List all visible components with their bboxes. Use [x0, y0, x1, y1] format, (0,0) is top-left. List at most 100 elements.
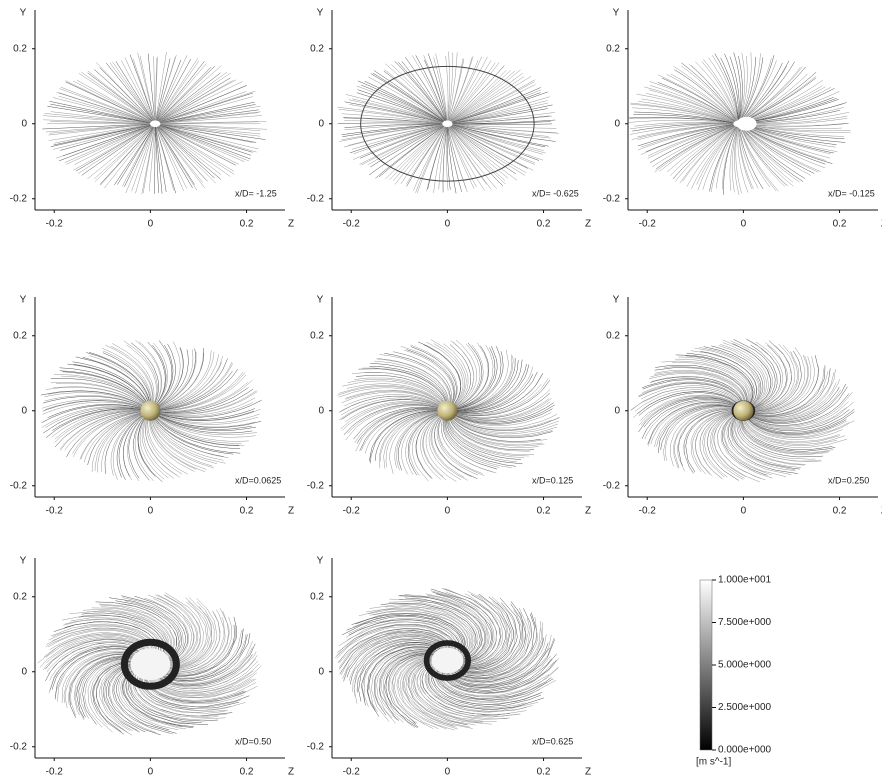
x-tick-label: 0: [445, 219, 451, 230]
x-axis-label: Z: [585, 506, 591, 517]
y-tick-label: 0.2: [310, 330, 324, 341]
streamline: [742, 66, 787, 121]
figure: YZx/D= -1.25-0.200.2-0.200.2YZx/D= -0.62…: [0, 0, 882, 783]
streamline: [451, 126, 528, 168]
x-tick-label: -0.2: [46, 506, 64, 517]
x-tick-label: -0.2: [46, 219, 64, 230]
x-tick-label: 0.2: [240, 219, 254, 230]
y-tick-label: 0: [21, 118, 27, 129]
streamline: [77, 80, 151, 121]
streamline: [78, 126, 151, 173]
streamline: [675, 126, 735, 181]
y-tick-label: 0: [318, 118, 324, 129]
y-tick-label: 0.2: [13, 591, 27, 602]
sphere: [733, 401, 753, 421]
streamline: [61, 87, 151, 122]
streamline: [159, 73, 231, 121]
x-tick-label: 0.2: [537, 219, 551, 230]
sphere: [437, 401, 457, 421]
x-axis-label: Z: [288, 219, 294, 230]
panel: YZx/D= -1.25-0.200.2-0.200.2: [10, 8, 294, 230]
x-tick-label: 0.2: [537, 506, 551, 517]
y-tick-label: 0: [614, 118, 620, 129]
streamline: [121, 60, 153, 120]
streamline: [407, 127, 446, 184]
y-axis-label: Y: [317, 8, 324, 19]
x-axis-label: Z: [288, 506, 294, 517]
y-tick-label: -0.2: [603, 193, 621, 204]
panel: YZx/D=0.125-0.200.2-0.200.2: [307, 295, 591, 517]
streamline: [149, 127, 155, 191]
streamline: [156, 371, 233, 410]
y-axis-label: Y: [20, 556, 27, 567]
x-axis-label: Z: [288, 767, 294, 778]
y-tick-label: -0.2: [307, 741, 325, 752]
streamline: [453, 124, 557, 132]
x-tick-label: 0.2: [537, 767, 551, 778]
y-tick-label: -0.2: [10, 741, 28, 752]
panel: YZx/D=0.250-0.200.2-0.200.2: [603, 295, 882, 517]
streamline: [54, 125, 150, 144]
panel: YZx/D= -0.125-0.200.2-0.200.2: [603, 8, 882, 230]
x-tick-label: 0: [445, 767, 451, 778]
annotation: x/D=0.250: [828, 475, 869, 485]
colorbar-unit: [m s^-1]: [696, 757, 731, 768]
core-gap: [737, 117, 757, 131]
streamline: [638, 124, 734, 146]
colorbar-tick-label: 5.000e+000: [718, 660, 772, 671]
annotation: x/D=0.625: [532, 736, 573, 746]
panel: YZx/D=0.0625-0.200.2-0.200.2: [10, 295, 294, 517]
y-tick-label: -0.2: [603, 480, 621, 491]
streamline: [689, 64, 737, 121]
x-tick-label: -0.2: [639, 219, 657, 230]
x-tick-label: 0: [148, 506, 154, 517]
streamlines: [337, 52, 559, 194]
panel: YZx/D=0.625-0.200.2-0.200.2: [307, 556, 591, 778]
streamline: [88, 126, 152, 178]
streamline: [447, 127, 450, 190]
streamline: [450, 127, 508, 179]
x-tick-label: 0: [148, 219, 154, 230]
annotation: x/D= -0.125: [828, 188, 875, 198]
streamline: [338, 123, 443, 124]
streamline: [155, 127, 158, 193]
streamline: [365, 410, 442, 454]
y-tick-label: 0: [318, 666, 324, 677]
streamline: [743, 72, 816, 121]
x-tick-label: -0.2: [639, 506, 657, 517]
x-tick-label: 0: [741, 506, 747, 517]
y-tick-label: 0.2: [310, 591, 324, 602]
y-tick-label: 0.2: [13, 330, 27, 341]
streamlines: [42, 52, 267, 194]
annotation: x/D=0.0625: [235, 475, 281, 485]
streamline: [451, 126, 533, 170]
y-tick-label: -0.2: [10, 480, 28, 491]
x-tick-label: 0: [741, 219, 747, 230]
streamline: [402, 412, 443, 474]
streamline: [155, 127, 156, 194]
vortex-center: [431, 648, 463, 674]
streamline: [59, 126, 151, 161]
streamline: [630, 123, 733, 129]
sphere: [140, 401, 160, 421]
y-tick-label: 0.2: [13, 43, 27, 54]
streamline: [450, 66, 504, 122]
y-axis-label: Y: [317, 295, 324, 306]
y-axis-label: Y: [613, 295, 620, 306]
streamline: [75, 126, 152, 165]
y-tick-label: 0: [21, 405, 27, 416]
panel: YZx/D= -0.625-0.200.2-0.200.2: [307, 8, 591, 230]
colorbar-tick-label: 1.000e+001: [718, 575, 772, 586]
streamline: [749, 347, 805, 412]
streamline: [126, 127, 154, 193]
streamline: [416, 413, 443, 479]
streamline: [100, 127, 153, 185]
colorbar-tick-label: 7.500e+000: [718, 617, 772, 628]
y-tick-label: 0: [21, 666, 27, 677]
colorbar: [700, 580, 712, 750]
annotation: x/D=0.125: [532, 475, 573, 485]
y-tick-label: 0.2: [606, 43, 620, 54]
y-tick-label: -0.2: [307, 193, 325, 204]
streamline: [158, 67, 211, 121]
y-axis-label: Y: [20, 295, 27, 306]
